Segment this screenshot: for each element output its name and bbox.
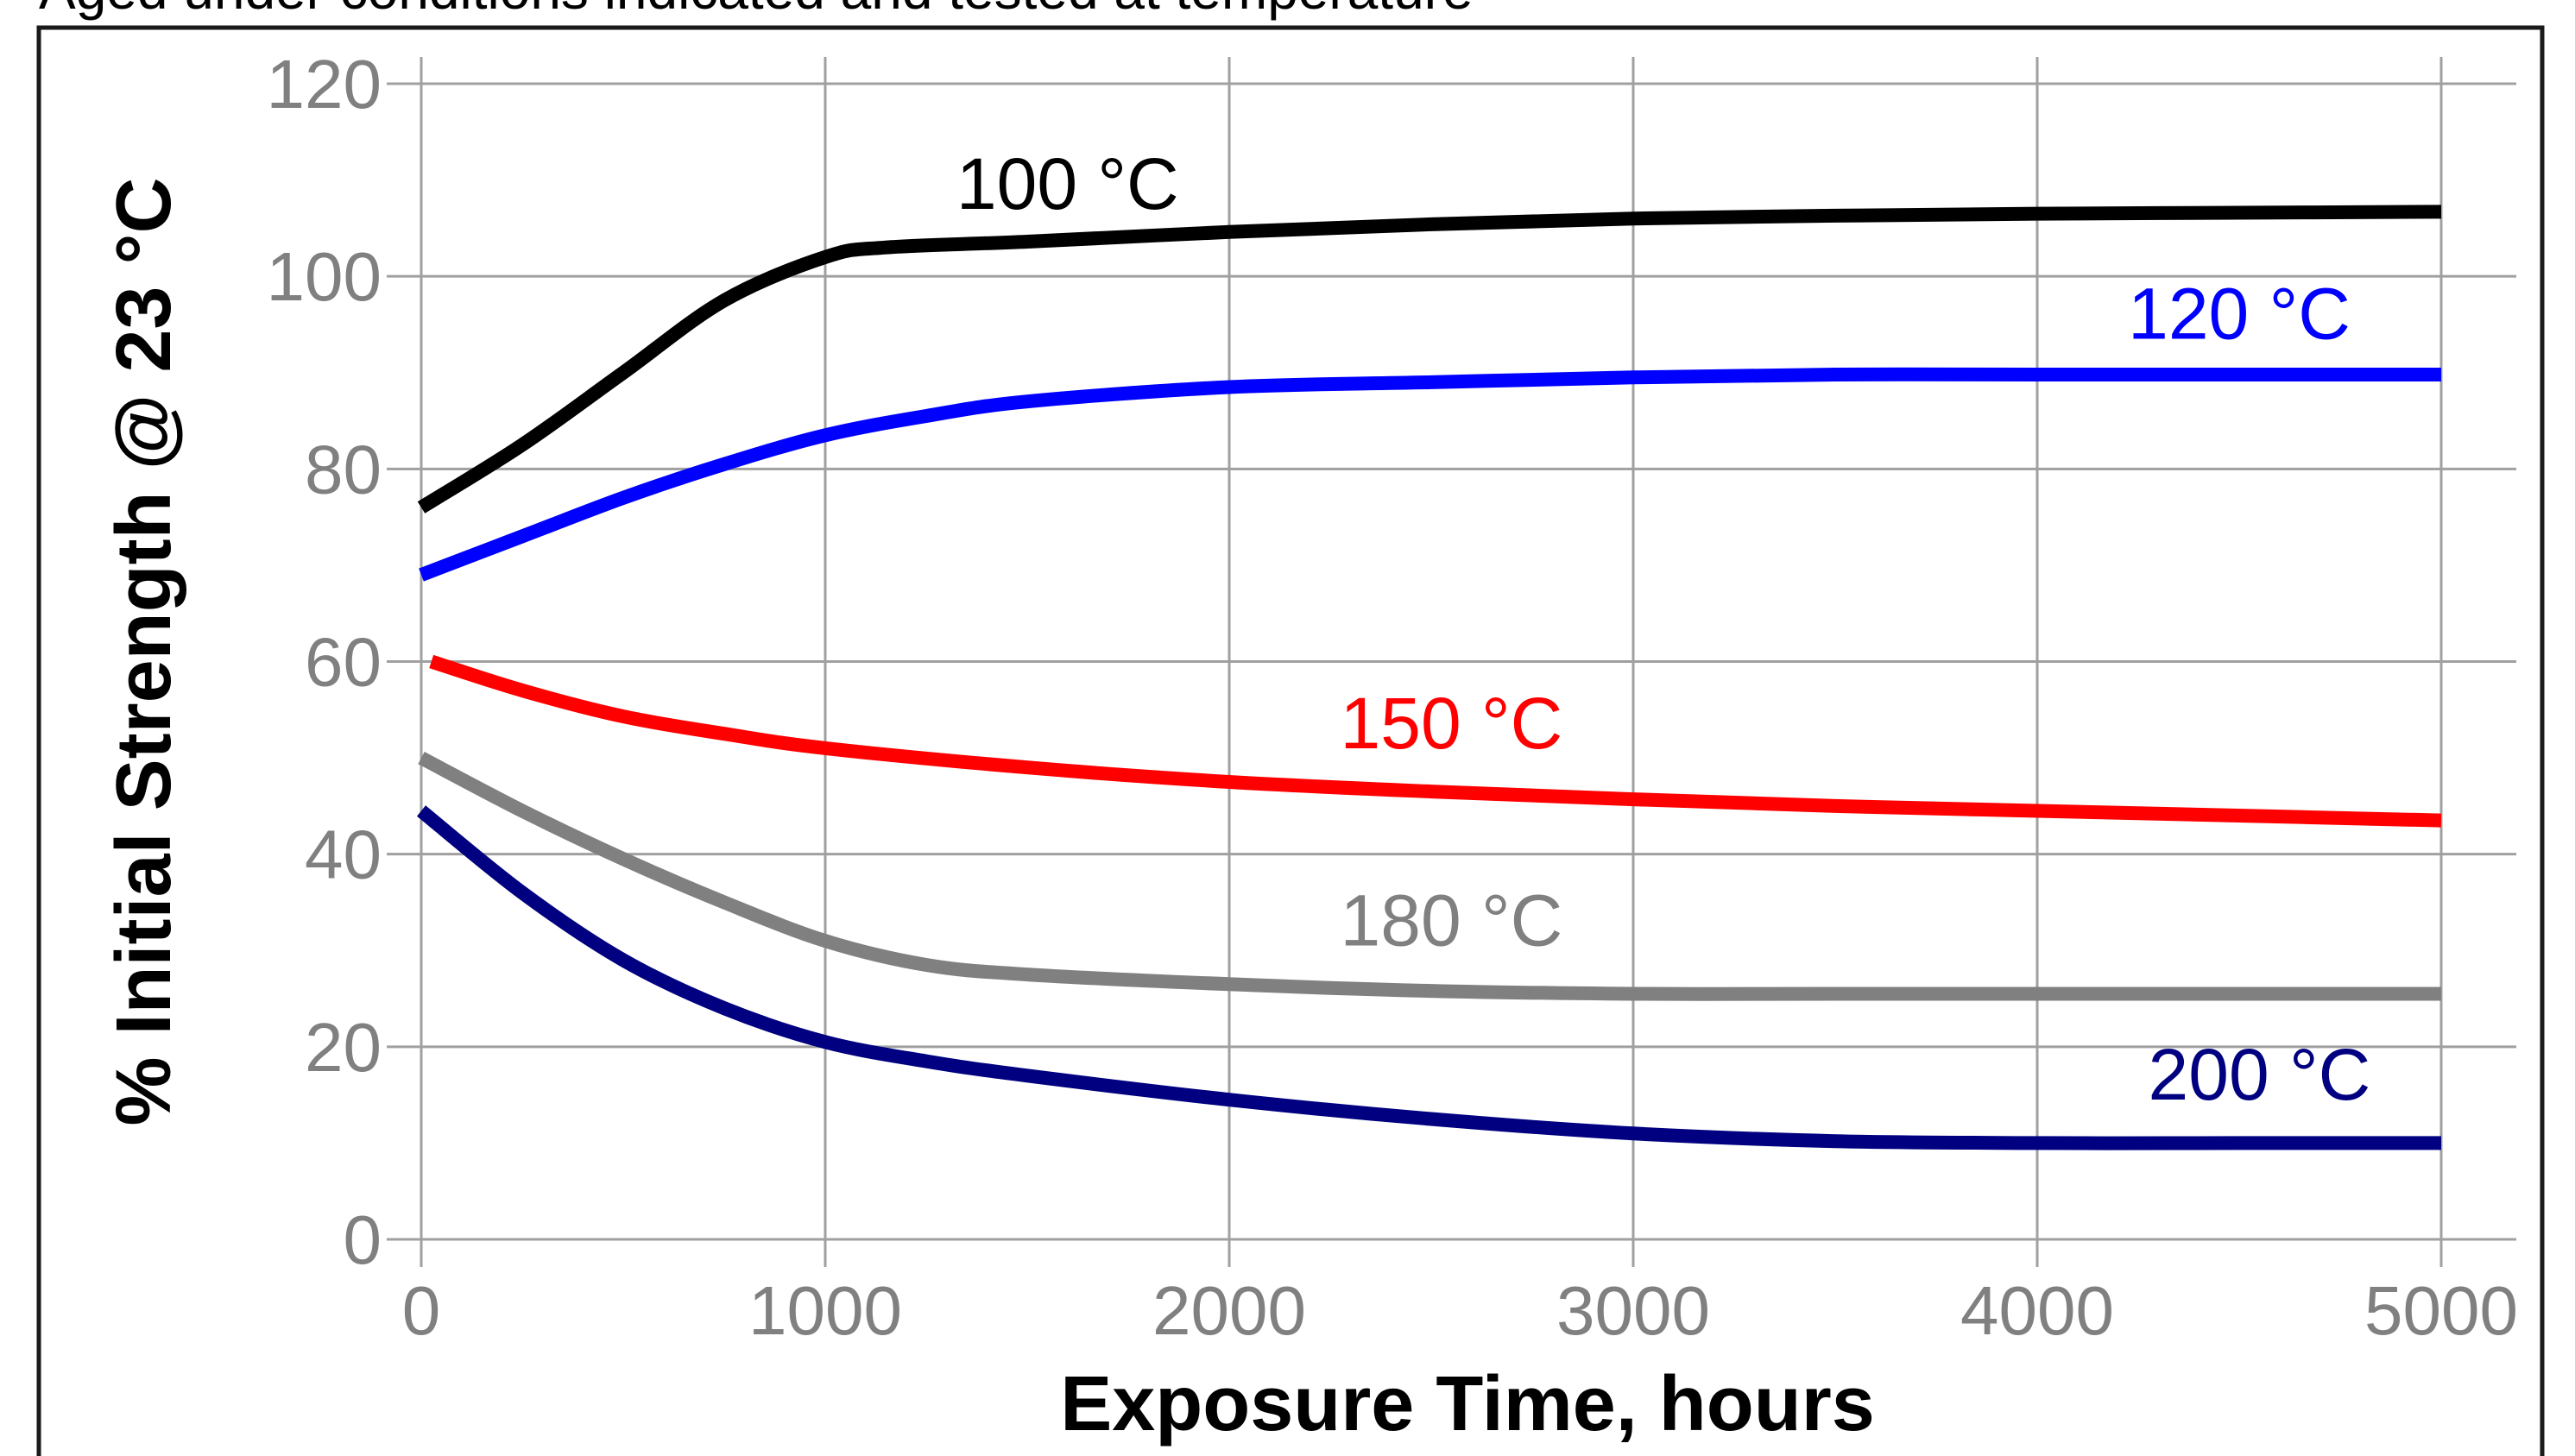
y-tick-label: 80: [305, 431, 382, 507]
x-tick-label: 1000: [748, 1272, 902, 1349]
x-axis-ticks: 0 1000 2000 3000 4000 5000: [402, 1272, 2518, 1349]
series-lines: [416, 205, 2442, 1150]
x-tick-label: 0: [402, 1272, 441, 1349]
chart-frame: [36, 25, 2545, 1456]
series-line-150CC: [429, 654, 2442, 828]
y-tick-label: 40: [305, 816, 382, 893]
x-tick-label: 4000: [1960, 1272, 2114, 1349]
series-label-200CC: 200 °C: [2149, 1034, 2371, 1115]
series-line-180CC: [418, 752, 2441, 1001]
series-labels: 100 °C 120 °C 150 °C 180 °C 200 °C: [956, 143, 2370, 1115]
y-tick-label: 60: [305, 624, 382, 701]
y-tick-label: 20: [305, 1009, 382, 1086]
y-axis-title: % Initial Strength @ 23 °C: [101, 178, 187, 1126]
series-label-120CC: 120 °C: [2128, 274, 2351, 355]
x-tick-label: 5000: [2364, 1272, 2518, 1349]
series-label-150CC: 150 °C: [1341, 683, 1563, 764]
x-tick-label: 2000: [1152, 1272, 1306, 1349]
y-tick-label: 0: [344, 1201, 382, 1278]
y-tick-label: 100: [267, 238, 382, 315]
x-tick-label: 3000: [1556, 1272, 1710, 1349]
grid: [387, 57, 2516, 1267]
y-axis-ticks: 0 20 40 60 80 100 120: [267, 46, 382, 1278]
series-line-100CC: [417, 205, 2442, 514]
chart-title: Aged under conditions indicated and test…: [39, 0, 1474, 21]
y-tick-label: 120: [267, 46, 382, 123]
series-line-120CC: [419, 367, 2441, 582]
x-axis-title: Exposure Time, hours: [1060, 1361, 1875, 1447]
series-label-180CC: 180 °C: [1341, 880, 1563, 961]
series-label-100CC: 100 °C: [956, 143, 1179, 224]
series-line-200CC: [416, 805, 2441, 1150]
